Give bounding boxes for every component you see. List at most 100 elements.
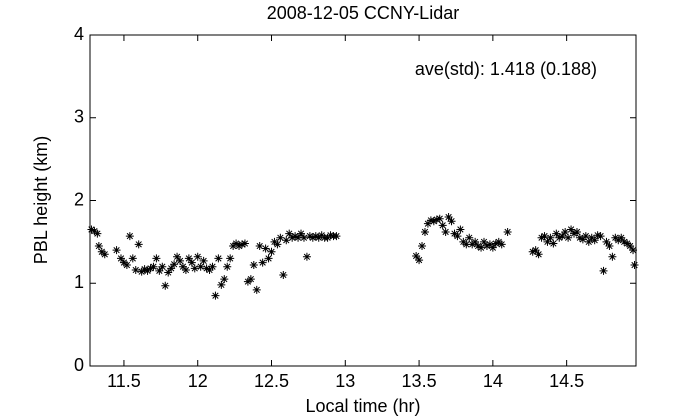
point	[308, 233, 317, 242]
point	[196, 262, 205, 271]
point	[438, 221, 447, 230]
chart-title: 2008-12-05 CCNY-Lidar	[267, 3, 459, 23]
point	[288, 233, 297, 242]
point	[87, 225, 96, 234]
point	[282, 236, 291, 245]
point	[605, 242, 614, 251]
point	[485, 240, 494, 249]
point	[190, 264, 199, 273]
point	[482, 242, 491, 251]
x-tick-label: 13	[335, 371, 355, 391]
point	[497, 240, 506, 249]
point	[429, 217, 438, 226]
point	[299, 233, 308, 242]
point	[100, 250, 109, 259]
point	[208, 262, 217, 271]
point	[146, 264, 155, 273]
point	[596, 232, 605, 241]
point	[311, 232, 320, 241]
x-tick-label: 11.5	[107, 371, 141, 391]
point	[332, 232, 341, 241]
point	[181, 266, 190, 275]
y-tick-label: 0	[74, 355, 84, 375]
point	[480, 237, 489, 246]
point	[240, 239, 249, 248]
point	[444, 213, 453, 222]
point	[626, 242, 635, 251]
point	[199, 256, 208, 265]
point	[193, 252, 202, 261]
point	[537, 233, 546, 242]
point	[285, 229, 294, 238]
point	[543, 237, 552, 246]
point	[125, 232, 134, 241]
point	[608, 252, 617, 261]
point	[252, 285, 261, 294]
point	[564, 233, 573, 242]
y-tick-label: 3	[74, 107, 84, 127]
point	[261, 244, 270, 253]
point	[572, 227, 581, 236]
point	[116, 254, 125, 263]
point	[276, 233, 285, 242]
point	[279, 270, 288, 279]
point	[131, 266, 140, 275]
point	[503, 227, 512, 236]
point	[617, 233, 626, 242]
point	[112, 246, 121, 255]
point	[305, 232, 314, 241]
point	[477, 243, 486, 252]
point	[561, 227, 570, 236]
y-tick-label: 1	[74, 272, 84, 292]
point	[534, 250, 543, 259]
y-axis-label: PBL height (km)	[31, 136, 51, 264]
y-tick-label: 2	[74, 189, 84, 209]
point	[581, 232, 590, 241]
point	[297, 229, 306, 238]
point	[223, 262, 232, 271]
point	[471, 237, 480, 246]
point	[255, 242, 264, 251]
point	[578, 235, 587, 244]
x-tick-label: 13.5	[402, 371, 437, 391]
point	[202, 264, 211, 273]
point	[93, 229, 102, 238]
point	[164, 268, 173, 277]
point	[418, 242, 427, 251]
x-tick-label: 14.5	[549, 371, 584, 391]
point	[217, 280, 226, 289]
point	[178, 262, 187, 271]
point	[555, 233, 564, 242]
point	[264, 254, 273, 263]
point	[474, 242, 483, 251]
point	[158, 262, 167, 271]
point	[453, 232, 462, 241]
point	[184, 254, 193, 263]
annotation: ave(std): 1.418 (0.188)	[415, 59, 597, 79]
point	[211, 291, 220, 300]
point	[630, 261, 639, 270]
point	[273, 240, 282, 249]
point	[258, 258, 267, 267]
point	[155, 266, 164, 275]
point	[488, 243, 497, 252]
point	[552, 229, 561, 238]
point	[235, 242, 244, 251]
point	[415, 256, 424, 265]
point	[546, 233, 555, 242]
point	[220, 275, 229, 284]
point	[302, 252, 311, 261]
y-tick-label: 4	[74, 24, 84, 44]
point	[590, 236, 599, 245]
point	[435, 214, 444, 223]
point	[122, 261, 131, 270]
point	[491, 239, 500, 248]
point	[291, 232, 300, 241]
point	[465, 233, 474, 242]
point	[149, 262, 158, 271]
point	[584, 237, 593, 246]
point	[432, 215, 441, 224]
point	[447, 217, 456, 226]
